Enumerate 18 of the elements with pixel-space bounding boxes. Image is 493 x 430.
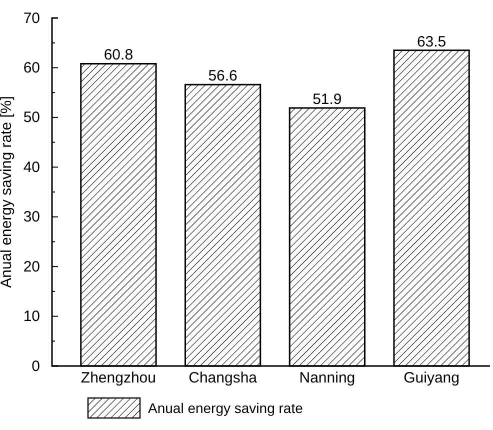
x-tick-label: Changsha: [188, 370, 258, 386]
y-tick-label: 60: [23, 60, 40, 77]
y-tick-label: 20: [23, 258, 40, 276]
data-label: 63.5: [416, 33, 446, 50]
x-tick-label: Guiyang: [404, 370, 460, 386]
x-tick-label: Nanning: [299, 370, 356, 386]
y-tick-label: 40: [23, 158, 40, 176]
data-label: 51.9: [312, 90, 342, 108]
y-tick-label: 30: [23, 208, 40, 226]
x-tick-label: Zhengzhou: [80, 370, 156, 386]
y-axis-title: Anual energy saving rate [%]: [0, 96, 15, 288]
y-tick-label: 10: [23, 308, 40, 326]
data-label: 56.6: [208, 68, 238, 85]
legend-label: Anual energy saving rate: [148, 400, 304, 416]
data-label: 60.8: [104, 46, 134, 64]
y-tick-label: 0: [32, 358, 40, 375]
y-tick-label: 70: [23, 10, 40, 27]
y-tick-label: 50: [23, 109, 40, 126]
